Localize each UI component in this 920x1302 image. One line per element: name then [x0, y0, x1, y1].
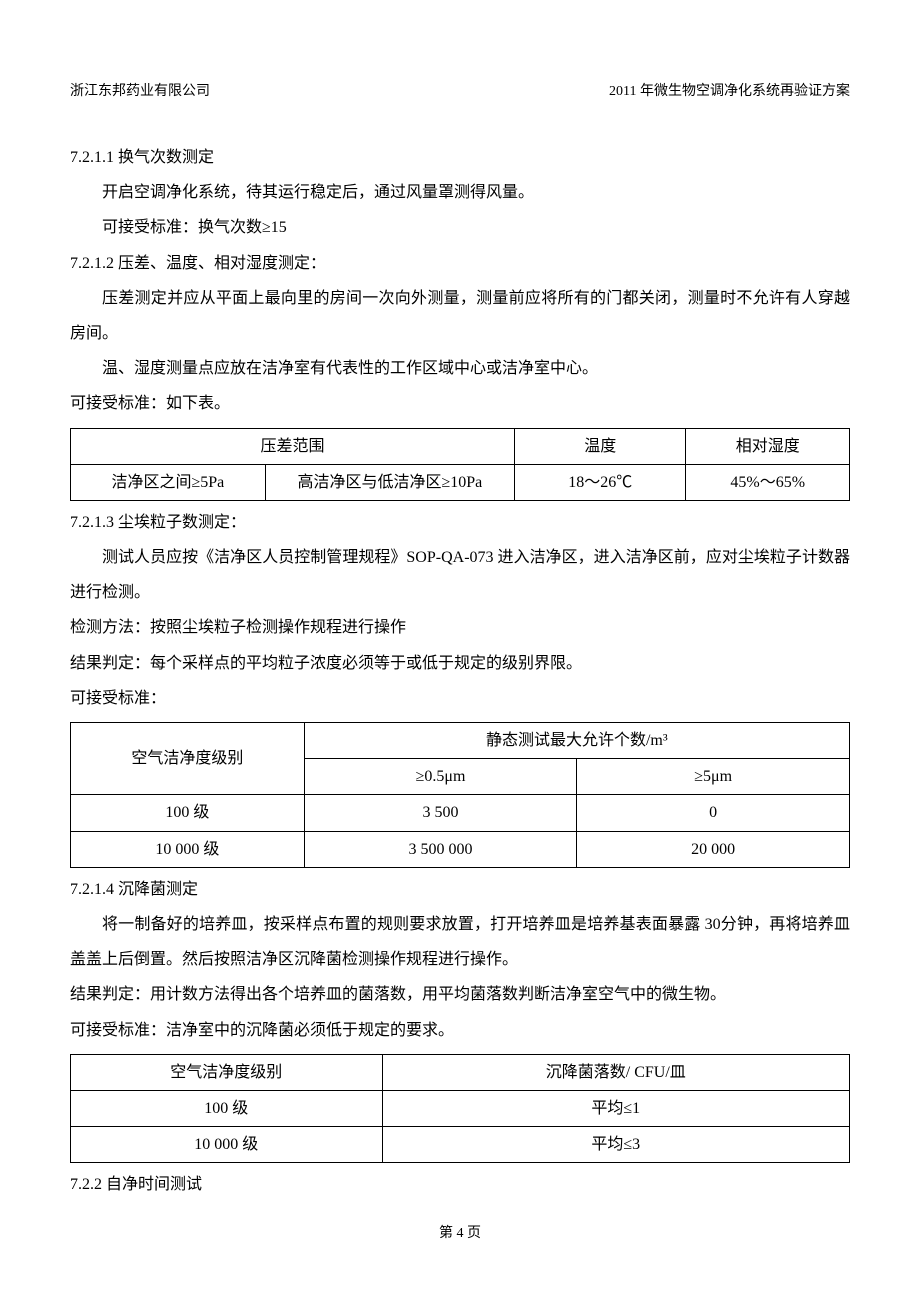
section-7-2-2-title: 7.2.2 自净时间测试 — [70, 1167, 850, 1202]
table-cell: 平均≤1 — [382, 1090, 849, 1126]
table-header: 静态测试最大允许个数/m³ — [304, 723, 849, 759]
table-cell: 3 500 000 — [304, 831, 577, 867]
document-page: 浙江东邦药业有限公司 2011 年微生物空调净化系统再验证方案 7.2.1.1 … — [0, 0, 920, 1202]
table-cell: 平均≤3 — [382, 1127, 849, 1163]
table-header: ≥0.5μm — [304, 759, 577, 795]
table-cell: 高洁净区与低洁净区≥10Pa — [265, 464, 514, 500]
document-body: 7.2.1.1 换气次数测定 开启空调净化系统，待其运行稳定后，通过风量罩测得风… — [70, 140, 850, 1202]
table-cell: 10 000 级 — [71, 1127, 383, 1163]
table-cell: 20 000 — [577, 831, 850, 867]
body-text: 温、湿度测量点应放在洁净室有代表性的工作区域中心或洁净室中心。 — [70, 351, 850, 386]
body-text: 将一制备好的培养皿，按采样点布置的规则要求放置，打开培养皿是培养基表面暴露 30… — [70, 907, 850, 977]
table-cell: 10 000 级 — [71, 831, 305, 867]
table-header: 温度 — [515, 428, 686, 464]
body-text: 可接受标准： — [70, 681, 850, 716]
header-right: 2011 年微生物空调净化系统再验证方案 — [609, 80, 850, 100]
body-text: 检测方法：按照尘埃粒子检测操作规程进行操作 — [70, 610, 850, 645]
table-cell: 18～26℃ — [515, 464, 686, 500]
body-text: 压差测定并应从平面上最向里的房间一次向外测量，测量前应将所有的门都关闭，测量时不… — [70, 281, 850, 351]
section-7-2-1-4-title: 7.2.1.4 沉降菌测定 — [70, 872, 850, 907]
table-header: ≥5μm — [577, 759, 850, 795]
table-header: 沉降菌落数/ CFU/皿 — [382, 1054, 849, 1090]
page-number: 第 4 页 — [439, 1226, 481, 1241]
section-7-2-1-3-title: 7.2.1.3 尘埃粒子数测定： — [70, 505, 850, 540]
body-text: 开启空调净化系统，待其运行稳定后，通过风量罩测得风量。 — [70, 175, 850, 210]
table-cell: 0 — [577, 795, 850, 831]
table-header: 空气洁净度级别 — [71, 723, 305, 795]
section-7-2-1-1-title: 7.2.1.1 换气次数测定 — [70, 140, 850, 175]
body-text: 测试人员应按《洁净区人员控制管理规程》SOP-QA-073 进入洁净区，进入洁净… — [70, 540, 850, 610]
particle-count-table: 空气洁净度级别 静态测试最大允许个数/m³ ≥0.5μm ≥5μm 100 级 … — [70, 722, 850, 868]
sedimentation-bacteria-table: 空气洁净度级别 沉降菌落数/ CFU/皿 100 级 平均≤1 10 000 级… — [70, 1054, 850, 1164]
table-header: 相对湿度 — [686, 428, 850, 464]
table-cell: 100 级 — [71, 1090, 383, 1126]
body-text: 可接受标准：如下表。 — [70, 386, 850, 421]
section-7-2-1-2-title: 7.2.1.2 压差、温度、相对湿度测定： — [70, 246, 850, 281]
table-cell: 洁净区之间≥5Pa — [71, 464, 266, 500]
body-text: 可接受标准：换气次数≥15 — [70, 210, 850, 245]
body-text: 结果判定：用计数方法得出各个培养皿的菌落数，用平均菌落数判断洁净室空气中的微生物… — [70, 977, 850, 1012]
header-left: 浙江东邦药业有限公司 — [70, 80, 210, 100]
pressure-temp-humidity-table: 压差范围 温度 相对湿度 洁净区之间≥5Pa 高洁净区与低洁净区≥10Pa 18… — [70, 428, 850, 501]
table-header: 压差范围 — [71, 428, 515, 464]
page-footer: 第 4 页 — [0, 1222, 920, 1242]
body-text: 结果判定：每个采样点的平均粒子浓度必须等于或低于规定的级别界限。 — [70, 646, 850, 681]
table-cell: 45%～65% — [686, 464, 850, 500]
table-cell: 3 500 — [304, 795, 577, 831]
body-text: 可接受标准：洁净室中的沉降菌必须低于规定的要求。 — [70, 1013, 850, 1048]
table-header: 空气洁净度级别 — [71, 1054, 383, 1090]
page-header: 浙江东邦药业有限公司 2011 年微生物空调净化系统再验证方案 — [70, 80, 850, 100]
table-cell: 100 级 — [71, 795, 305, 831]
